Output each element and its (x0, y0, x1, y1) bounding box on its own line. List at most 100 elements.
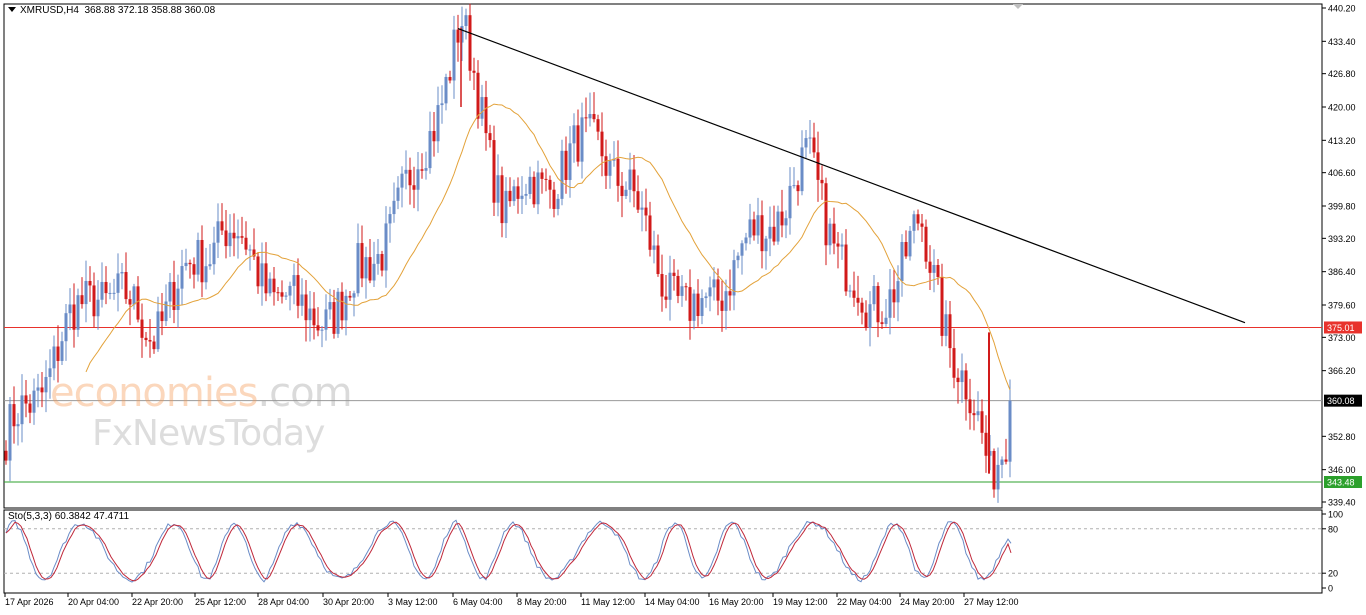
candle-body (212, 242, 216, 265)
candle-body (652, 245, 656, 250)
candle-body (404, 169, 408, 174)
candle-body (152, 341, 156, 350)
candle-body (984, 432, 988, 456)
candle-body (348, 295, 352, 298)
watermark-economies-text: economies (50, 370, 258, 416)
candle-body (636, 191, 640, 210)
candle-body (992, 451, 996, 490)
candle-body (796, 185, 800, 192)
candle-body (772, 226, 776, 242)
candle-body (92, 285, 96, 317)
candle-body (660, 274, 664, 297)
symbol-header[interactable]: XMRUSD,H4 368.88 372.18 358.88 360.08 (8, 5, 215, 16)
candle-body (508, 190, 512, 202)
candle-body (448, 76, 452, 81)
candle-body (668, 272, 672, 300)
x-tick-label: 16 May 20:00 (709, 597, 764, 607)
candle-body (316, 325, 320, 331)
candle-body (596, 119, 600, 132)
candle-body (948, 314, 952, 349)
candle-body (172, 281, 176, 310)
candle-body (912, 214, 916, 231)
candle-body (676, 275, 680, 296)
candle-body (188, 262, 192, 265)
candle-body (184, 262, 188, 267)
candle-body (804, 138, 808, 148)
candle-body (308, 308, 312, 321)
candle-body (40, 387, 44, 393)
dropdown-triangle-icon[interactable] (8, 7, 16, 12)
candle-body (228, 232, 232, 247)
candle-body (880, 322, 884, 324)
candle-body (452, 29, 456, 81)
candle-body (440, 103, 444, 106)
candle-body (132, 286, 136, 305)
price-tag-2 (1324, 476, 1362, 489)
candle-body (84, 280, 88, 305)
candle-body (428, 131, 432, 169)
candle-body (8, 404, 12, 461)
moving-average (85, 103, 1011, 391)
ohlc-values: 368.88 372.18 358.88 360.08 (84, 5, 216, 16)
candle-body (876, 286, 880, 323)
x-tick-label: 30 Apr 20:00 (323, 597, 374, 607)
candle-body (436, 105, 440, 142)
x-tick-label: 22 May 04:00 (837, 597, 892, 607)
watermark-fxnewstoday: FxNewsToday (92, 413, 325, 454)
candle-body (336, 291, 340, 334)
candle-body (532, 176, 536, 205)
candle-body (464, 15, 468, 27)
x-tick-label: 14 May 04:00 (645, 597, 700, 607)
candle-body (608, 160, 612, 176)
candle-body (180, 266, 184, 289)
candle-body (884, 317, 888, 324)
candle-body (244, 237, 248, 250)
candle-body (472, 70, 476, 73)
x-tick-label: 19 May 12:00 (773, 597, 828, 607)
stochastic-panel: 100 80 20 0 (4, 510, 1343, 594)
scroll-marker-icon[interactable] (1013, 4, 1023, 9)
candle-body (616, 158, 620, 186)
candle-body (952, 348, 956, 378)
candle-body (960, 370, 964, 383)
candle-body (156, 311, 160, 350)
price-tag-label: 375.01 (1327, 323, 1355, 333)
candle-body (48, 368, 52, 377)
candle-body (996, 464, 1000, 490)
candle-body (324, 309, 328, 330)
candle-body (692, 293, 696, 321)
x-tick-label: 28 Apr 04:00 (258, 597, 309, 607)
candle-body (492, 140, 496, 203)
candle-body (824, 183, 828, 246)
candle-body (768, 226, 772, 239)
candle-body (112, 292, 116, 294)
candle-body (168, 281, 172, 302)
trendline-line[interactable] (457, 28, 1246, 324)
y-tick-label: 420.00 (1328, 102, 1356, 112)
candle-body (976, 411, 980, 416)
candle-body (840, 244, 844, 247)
x-tick-label: 27 May 12:00 (964, 597, 1019, 607)
candle-body (684, 286, 688, 288)
candle-body (496, 175, 500, 203)
price-tag-label: 360.08 (1327, 396, 1355, 406)
candle-body (60, 341, 64, 361)
candle-body (1008, 400, 1012, 462)
time-axis: 17 Apr 2026 20 Apr 04:00 22 Apr 20:00 25 Ap… (4, 593, 1019, 607)
candle-body (312, 308, 316, 326)
candle-body (856, 297, 860, 303)
candle-body (140, 319, 144, 338)
candle-body (688, 287, 692, 321)
trendline[interactable] (457, 28, 1246, 324)
candle-body (148, 340, 152, 342)
candle-body (292, 275, 296, 286)
candle-body (868, 304, 872, 328)
candle-body (908, 230, 912, 257)
candle-body (484, 97, 488, 134)
candle-body (396, 187, 400, 201)
candle-body (572, 125, 576, 144)
candle-body (512, 186, 516, 202)
candle-body (812, 137, 816, 153)
candle-body (704, 296, 708, 299)
